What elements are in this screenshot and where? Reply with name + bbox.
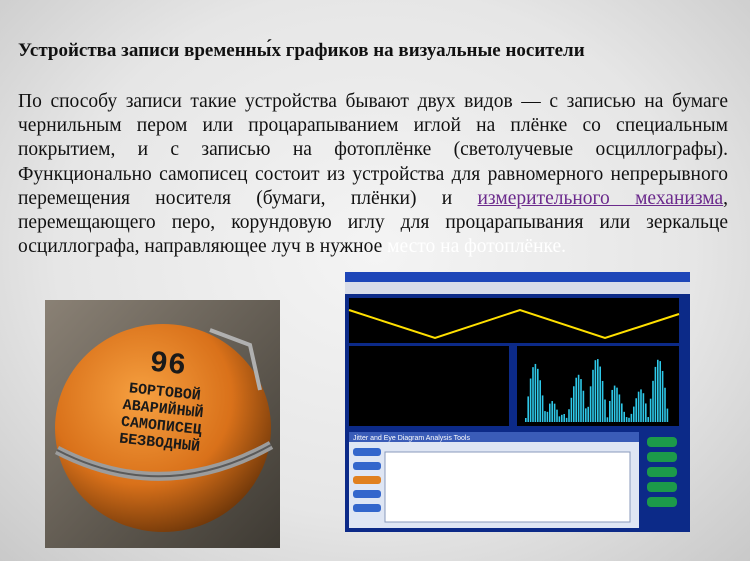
histogram-bar: [546, 411, 549, 422]
histogram-bar: [613, 385, 616, 422]
histogram-bar: [599, 366, 601, 422]
histogram-bar: [592, 369, 594, 422]
histogram-bar: [666, 408, 669, 422]
histogram-bar: [654, 366, 657, 422]
histogram-bar: [628, 417, 630, 422]
histogram-bar: [553, 403, 556, 422]
histogram-bar: [570, 397, 573, 422]
histogram-bar: [623, 411, 625, 422]
histogram-bar: [563, 413, 565, 422]
histogram-bar: [551, 401, 553, 422]
histogram-bar: [565, 417, 568, 422]
histogram-bar: [647, 417, 649, 422]
histogram-bar: [594, 360, 597, 422]
histogram-bar: [640, 389, 642, 422]
histogram-bar: [621, 403, 623, 422]
histogram-bar: [589, 386, 592, 422]
histogram-bar: [544, 411, 546, 422]
histogram-bar: [587, 406, 589, 422]
histogram-bar: [633, 406, 635, 422]
text: По способу записи такие устройства бываю…: [18, 91, 728, 209]
histogram-bar: [529, 378, 532, 422]
histogram-bar: [642, 393, 645, 422]
histogram-bar: [616, 387, 618, 422]
paragraph: По способу записи такие устройства бываю…: [18, 90, 728, 259]
histogram-bar: [573, 386, 575, 422]
histogram-bar: [556, 409, 558, 422]
histogram-bar: [604, 399, 606, 422]
histogram-bar: [659, 361, 661, 422]
histogram-bar: [539, 380, 541, 422]
histogram-bar: [561, 414, 563, 422]
histogram-bar: [664, 387, 666, 422]
oscilloscope-screenshot: Jitter and Eye Diagram Analysis Tools: [345, 272, 690, 532]
histogram-bar: [577, 374, 580, 422]
histogram-bar: [527, 396, 529, 422]
histogram-bar: [657, 359, 659, 422]
histogram-bar: [525, 418, 527, 422]
histogram-bar: [635, 398, 637, 422]
slide-title: Устройства записи временны́х графиков на…: [18, 40, 585, 61]
histogram-bar: [549, 403, 551, 422]
histogram-bar: [652, 380, 654, 422]
histogram-bar: [558, 416, 561, 422]
photo-number: 96: [148, 346, 187, 384]
histogram-bar: [630, 413, 633, 422]
histogram-bar: [601, 380, 604, 422]
histogram-bar: [534, 363, 537, 422]
histogram-bar: [575, 377, 577, 422]
histogram-bar: [568, 409, 570, 422]
histogram-bar: [585, 408, 587, 422]
histogram-bar: [637, 391, 640, 422]
histogram-bar: [597, 359, 599, 422]
panel-title: Jitter and Eye Diagram Analysis Tools: [353, 435, 470, 442]
histogram-bar: [649, 398, 652, 422]
text: , перемещающего перо, корундовую иглу дл…: [18, 187, 728, 258]
histogram-bar: [532, 367, 534, 422]
histogram-bar: [661, 370, 664, 422]
histogram-bar: [618, 394, 621, 422]
histogram-bar: [645, 403, 647, 422]
histogram-bar: [580, 379, 582, 422]
histogram-bar: [625, 417, 628, 422]
text: место на фотоплёнке.: [387, 236, 567, 258]
histogram-bar: [611, 389, 613, 422]
histogram-bar: [582, 390, 585, 422]
histogram-bar: [537, 368, 539, 422]
link[interactable]: измерительного механизма: [477, 187, 724, 209]
histogram-bar: [541, 395, 544, 422]
histogram-bar: [609, 400, 611, 422]
recorder-photo: 96 БОРТОВОЙ АВАРИЙНЫЙ САМОПИСЕЦ БЕЗВОДНЫ…: [45, 300, 280, 548]
histogram-bar: [606, 417, 609, 422]
